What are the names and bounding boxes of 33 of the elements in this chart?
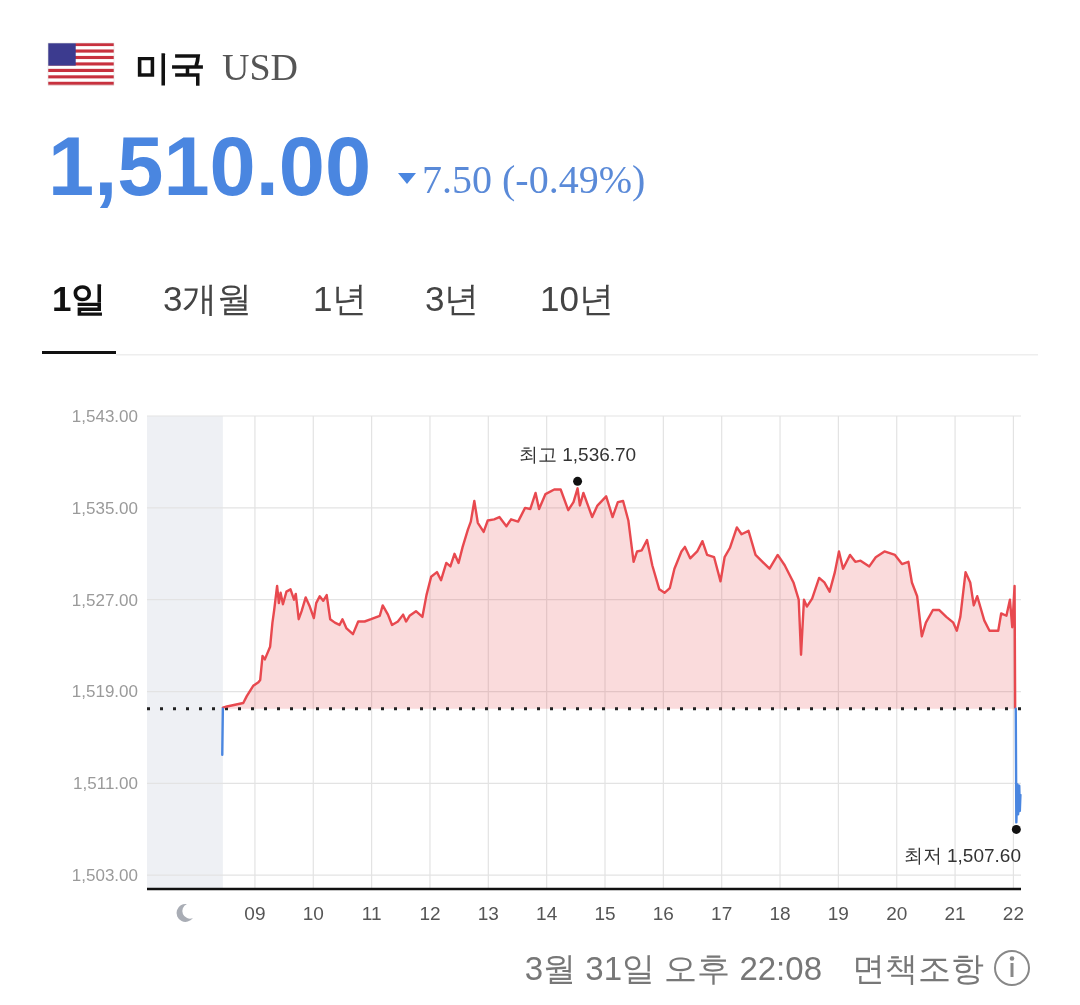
text: 3개월 [163,279,253,318]
y-tick-label: 1,519.00 [71,682,138,702]
y-tick-label: 1,503.00 [71,866,138,886]
annotation: 최고 1,536.70 [518,444,637,466]
text: 10년 [540,279,614,318]
text: 3년 [425,279,480,318]
x-tick-label: 17 [711,902,733,924]
y-tick-label: 1,535.00 [71,498,138,518]
x-tick-label: 15 [594,902,616,924]
text: 7.50 (-0.49%) [422,157,646,202]
text: 면책조항 [852,950,984,987]
y-tick-label: 1,527.00 [71,590,138,610]
x-tick-label: 14 [536,902,558,924]
chart-subtitle: USD [222,46,299,88]
x-tick-label: 10 [302,902,324,924]
x-tick-label: 11 [361,902,382,924]
chart-title: 미국 [135,48,205,87]
text: 1년 [313,279,368,318]
x-tick-label: 09 [244,902,266,924]
text: 3월 31일 오후 22:08 [524,950,822,987]
x-tick-label: 13 [477,902,499,924]
x-tick-label: 18 [769,902,791,924]
x-tick-label: 19 [827,902,849,924]
y-tick-label: 1,543.00 [71,406,138,426]
text: 1일 [52,279,107,318]
x-tick-label: 16 [652,902,674,924]
text: 1,510.00 [48,120,372,213]
annotation: 최저 1,507.60 [903,845,1021,867]
x-tick-label: 22 [1002,902,1024,924]
x-tick-label: 12 [419,902,441,924]
x-tick-label: 21 [944,902,966,924]
y-tick-label: 1,511.00 [73,774,138,794]
x-tick-label: 20 [886,902,908,924]
